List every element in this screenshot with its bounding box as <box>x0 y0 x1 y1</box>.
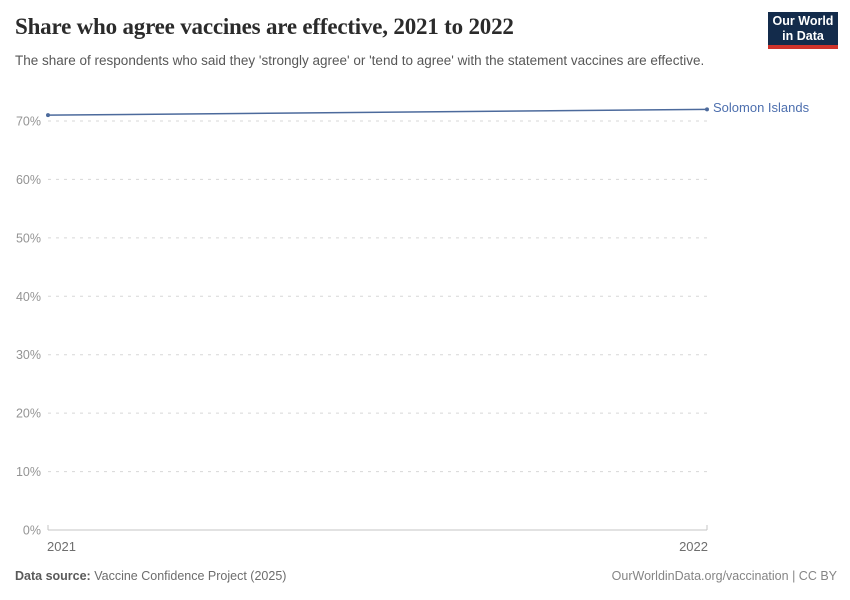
footer-separator: | <box>788 569 799 583</box>
data-source-label: Data source: <box>15 569 91 583</box>
data-point-marker[interactable] <box>705 107 709 112</box>
owid-logo-line2: in Data <box>782 28 824 43</box>
chart-footer: Data source: Vaccine Confidence Project … <box>15 569 837 583</box>
owid-url-link[interactable]: OurWorldinData.org/vaccination <box>611 569 789 583</box>
y-axis-tick-label: 0% <box>23 524 41 538</box>
series-label-solomon-islands[interactable]: Solomon Islands <box>713 100 810 116</box>
series-line[interactable] <box>47 108 708 116</box>
x-axis-label-end: 2022 <box>679 539 708 554</box>
x-axis-label-start: 2021 <box>47 539 76 554</box>
y-axis-tick-label: 20% <box>16 407 41 421</box>
y-axis-tick-label: 70% <box>16 115 41 129</box>
footer-links: OurWorldinData.org/vaccination | CC BY <box>612 569 837 583</box>
page-title: Share who agree vaccines are effective, … <box>15 14 514 39</box>
license-cc-by-link[interactable]: CC BY <box>798 569 837 583</box>
line-chart: 0% 10% 20% 30% 40% 50% 60% 70% 2021 2022 <box>0 90 850 560</box>
chart-subtitle: The share of respondents who said they '… <box>15 53 705 68</box>
y-axis-tick-label: 50% <box>16 231 41 245</box>
data-source: Data source: Vaccine Confidence Project … <box>15 569 286 583</box>
chart-plot-area: 0% 10% 20% 30% 40% 50% 60% 70% 2021 2022 <box>16 107 709 554</box>
y-axis-tick-label: 30% <box>16 348 41 362</box>
data-point-marker[interactable] <box>46 113 50 118</box>
y-axis-tick-label: 60% <box>16 173 41 187</box>
y-axis-tick-label: 10% <box>16 465 41 479</box>
y-axis-tick-label: 40% <box>16 290 41 304</box>
owid-logo[interactable]: Our World in Data <box>768 12 838 49</box>
data-source-value: Vaccine Confidence Project (2025) <box>90 569 287 583</box>
owid-logo-line1: Our World <box>772 14 834 29</box>
